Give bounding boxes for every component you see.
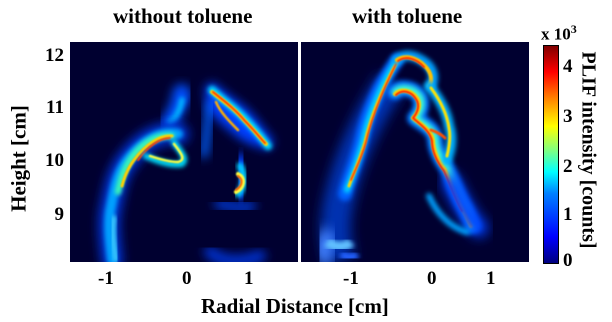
panel-title-right: with toluene [352,4,463,28]
panel-title-left: without toluene [113,4,253,28]
x-tick-left-1: 1 [244,268,254,289]
colorbar-tick-2: 2 [563,156,573,177]
y-tick-9: 9 [54,204,65,225]
y-tick-11: 11 [46,97,64,118]
plif-image-without-toluene [70,42,298,262]
colorbar-tick-1: 1 [563,204,573,225]
x-tick-right-0: 0 [427,268,437,289]
colorbar-multiplier: x 103 [541,22,577,44]
x-axis-label: Radial Distance [cm] [201,294,389,318]
x-tick-left-neg1: -1 [98,268,114,289]
y-axis-label: Height [cm] [6,105,31,212]
x-tick-right-1: 1 [486,268,496,289]
colorbar-tick-4: 4 [563,56,573,77]
x-tick-left-0: 0 [182,268,192,289]
y-tick-12: 12 [45,45,64,66]
colorbar-tick-3: 3 [563,106,573,127]
plif-image-with-toluene [301,42,529,262]
y-tick-10: 10 [45,150,64,171]
colorbar [543,45,559,264]
x-tick-right-neg1: -1 [343,268,359,289]
colorbar-tick-0: 0 [563,250,573,271]
